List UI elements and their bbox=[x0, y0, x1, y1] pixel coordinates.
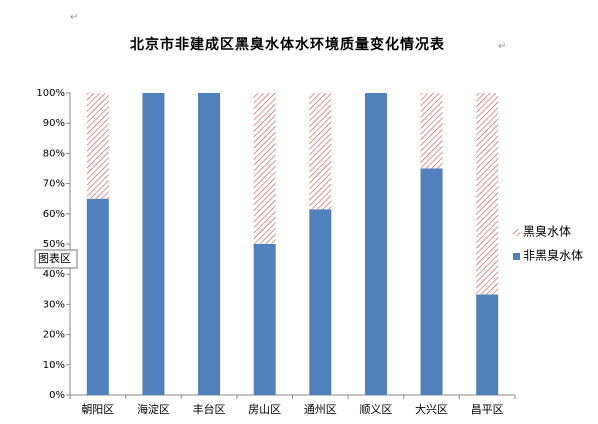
bar-segment bbox=[476, 294, 499, 395]
x-tick-label: 朝阳区 bbox=[81, 403, 114, 416]
x-tick-label: 房山区 bbox=[248, 403, 281, 416]
x-tick-label: 大兴区 bbox=[415, 402, 448, 416]
legend-label: 非黑臭水体 bbox=[523, 248, 583, 263]
y-tick-label: 30% bbox=[43, 299, 65, 310]
y-tick-label: 50% bbox=[43, 239, 65, 250]
bar-segment bbox=[86, 93, 109, 199]
bar-segment bbox=[420, 168, 443, 395]
x-tick-label: 顺义区 bbox=[359, 403, 392, 416]
y-tick-label: 90% bbox=[43, 118, 65, 129]
bar-segment bbox=[253, 93, 276, 244]
y-tick-label: 0% bbox=[49, 390, 65, 401]
chart-title: 北京市非建成区黑臭水体水环境质量变化情况表 bbox=[130, 36, 445, 53]
y-tick-label: 80% bbox=[43, 148, 65, 159]
legend-swatch bbox=[513, 253, 520, 260]
bar-segment bbox=[309, 93, 332, 210]
y-tick-label: 70% bbox=[43, 179, 65, 190]
bar-segment bbox=[364, 93, 387, 395]
bar-segment bbox=[420, 93, 443, 169]
tooltip-box bbox=[34, 249, 78, 269]
x-tick-label: 昌平区 bbox=[471, 403, 504, 416]
y-tick-label: 40% bbox=[43, 269, 65, 280]
bar-segment bbox=[86, 198, 109, 395]
legend-swatch bbox=[513, 229, 520, 236]
y-tick-label: 20% bbox=[43, 330, 65, 341]
legend-label: 黑臭水体 bbox=[523, 224, 571, 239]
y-tick-label: 10% bbox=[43, 360, 65, 371]
y-tick-label: 100% bbox=[36, 88, 65, 99]
x-tick-label: 通州区 bbox=[304, 403, 337, 416]
x-tick-label: 海淀区 bbox=[137, 402, 170, 416]
y-tick-label: 60% bbox=[43, 209, 65, 220]
paragraph-mark: ↵ bbox=[70, 12, 78, 23]
paragraph-mark: ↵ bbox=[498, 41, 506, 52]
bar-segment bbox=[198, 93, 221, 395]
x-tick-label: 丰台区 bbox=[193, 402, 226, 416]
bar-segment bbox=[476, 93, 499, 295]
tooltip-text: 图表区 bbox=[38, 251, 71, 265]
bar-segment bbox=[253, 244, 276, 395]
bar-segment bbox=[142, 93, 165, 395]
bar-segment bbox=[309, 209, 332, 395]
